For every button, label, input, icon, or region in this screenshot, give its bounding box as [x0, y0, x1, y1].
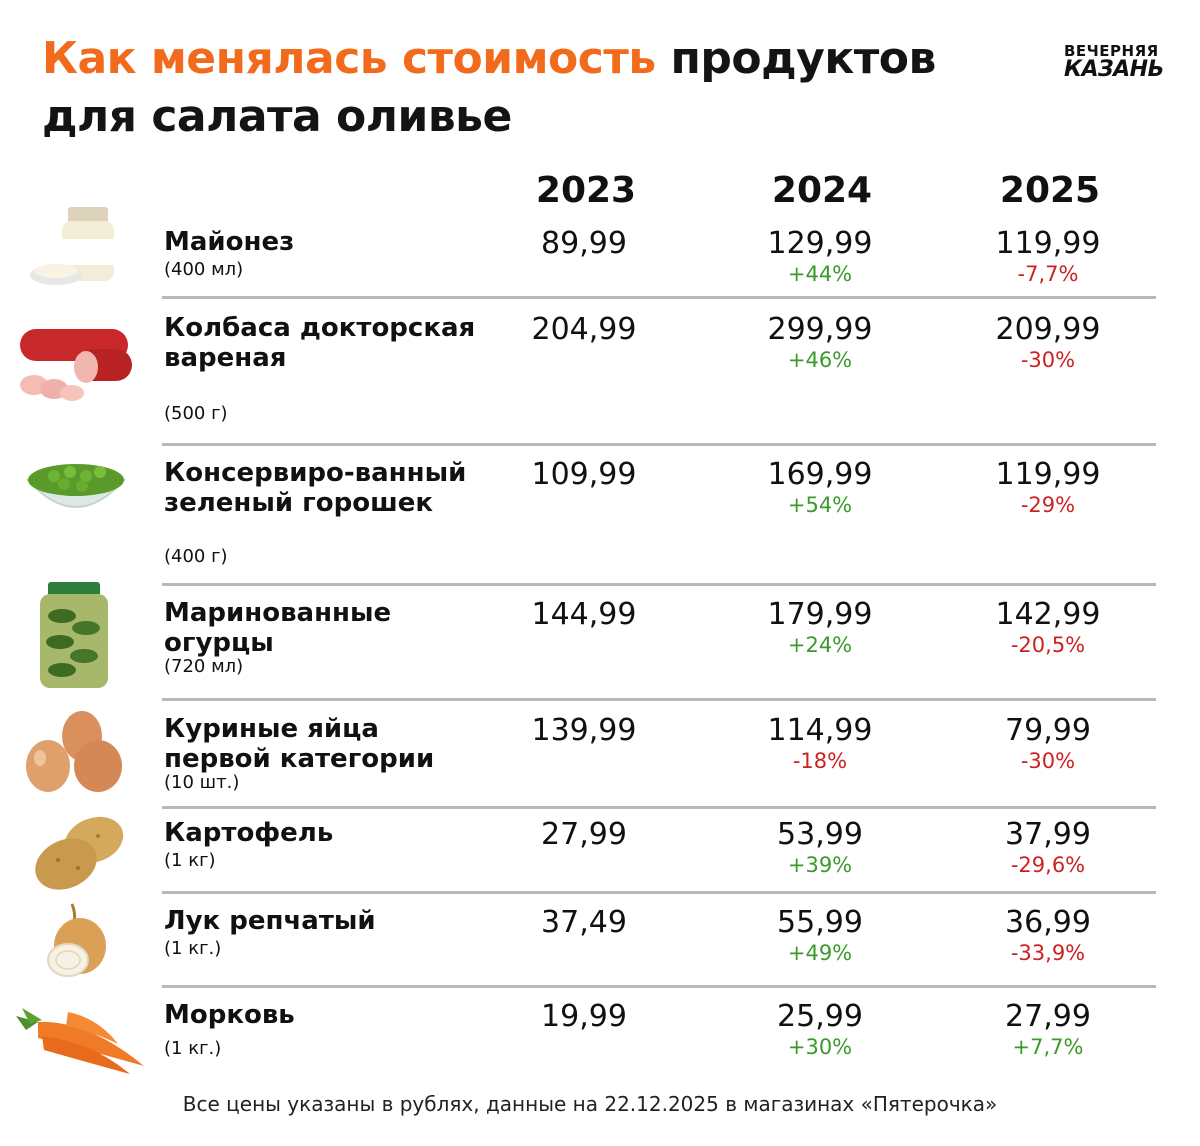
- price-2023: 139,99: [531, 713, 637, 748]
- change-2025: -7,7%: [1017, 262, 1079, 286]
- change-2025: +7,7%: [1012, 1035, 1084, 1059]
- row-divider: [162, 698, 1156, 701]
- product-name: Колбаса докторская вареная: [164, 313, 476, 373]
- row-divider: [162, 296, 1156, 299]
- price-2024: 114,99: [767, 713, 873, 748]
- column-header-2023: 2023: [535, 170, 637, 211]
- change-2024: +46%: [787, 348, 853, 372]
- product-unit: (720 мл): [164, 656, 244, 677]
- product-unit: (10 шт.): [164, 772, 240, 793]
- price-2023: 144,99: [531, 597, 637, 632]
- price-2023: 37,49: [541, 905, 627, 940]
- price-2023: 19,99: [541, 999, 627, 1034]
- product-unit: (400 мл): [164, 259, 244, 280]
- product-unit: (500 г): [164, 403, 228, 424]
- price-2024: 179,99: [767, 597, 873, 632]
- title-accent: Как менялась стоимость: [42, 33, 656, 84]
- product-name: Куриные яйца первой категории: [164, 714, 435, 774]
- price-2024: 169,99: [767, 457, 873, 492]
- change-2025: -30%: [1020, 749, 1076, 773]
- price-2024: 299,99: [767, 312, 873, 347]
- price-2025: 36,99: [1005, 905, 1091, 940]
- price-2025: 37,99: [1005, 817, 1091, 852]
- price-2025: 79,99: [1005, 713, 1091, 748]
- row-divider: [162, 985, 1156, 988]
- logo-line1: ВЕЧЕРНЯЯ: [1064, 42, 1159, 60]
- price-2023: 204,99: [531, 312, 637, 347]
- product-name: Лук репчатый: [164, 906, 376, 936]
- mayonnaise-icon: [30, 207, 114, 285]
- price-2025: 27,99: [1005, 999, 1091, 1034]
- pickles-jar-icon: [40, 582, 108, 688]
- product-unit: (1 кг): [164, 850, 216, 871]
- column-header-2024: 2024: [771, 170, 873, 211]
- column-header-2025: 2025: [999, 170, 1101, 211]
- carrot-icon: [16, 1008, 144, 1074]
- eggs-icon: [26, 711, 122, 792]
- change-2025: -33,9%: [1010, 941, 1086, 965]
- price-2024: 53,99: [777, 817, 863, 852]
- page-title: Как менялась стоимость продуктов для сал…: [42, 30, 1042, 146]
- change-2025: -20,5%: [1010, 633, 1086, 657]
- footer-note: Все цены указаны в рублях, данные на 22.…: [182, 1092, 998, 1116]
- logo-line2: КАЗАНЬ: [1064, 57, 1164, 82]
- price-2024: 25,99: [777, 999, 863, 1034]
- potato-icon: [35, 816, 124, 890]
- change-2024: +30%: [787, 1035, 853, 1059]
- price-2025: 142,99: [995, 597, 1101, 632]
- change-2024: +44%: [787, 262, 853, 286]
- row-divider: [162, 891, 1156, 894]
- product-name: Картофель: [164, 818, 334, 848]
- title-line2: для салата оливье: [42, 91, 512, 142]
- onion-icon: [47, 903, 106, 977]
- change-2025: -30%: [1020, 348, 1076, 372]
- change-2025: -29%: [1020, 493, 1076, 517]
- product-unit: (1 кг.): [164, 1038, 222, 1059]
- change-2024: -18%: [792, 749, 848, 773]
- product-name: Консервиро-ванный зеленый горошек: [164, 458, 467, 518]
- title-rest: продуктов: [670, 33, 937, 84]
- price-2023: 109,99: [531, 457, 637, 492]
- product-name: Маринованные огурцы: [164, 598, 392, 658]
- change-2024: +39%: [787, 853, 853, 877]
- publisher-logo: ВЕЧЕРНЯЯ КАЗАНЬ: [1064, 42, 1174, 84]
- price-2025: 119,99: [995, 226, 1101, 261]
- price-2023: 89,99: [541, 226, 627, 261]
- product-unit: (1 кг.): [164, 938, 222, 959]
- product-unit: (400 г): [164, 546, 228, 567]
- product-name: Майонез: [164, 227, 295, 257]
- row-divider: [162, 583, 1156, 586]
- price-2025: 119,99: [995, 457, 1101, 492]
- peas-icon: [25, 464, 127, 508]
- product-name: Морковь: [164, 1000, 295, 1030]
- price-2024: 129,99: [767, 226, 873, 261]
- row-divider: [162, 443, 1156, 446]
- row-divider: [162, 806, 1156, 809]
- change-2024: +54%: [787, 493, 853, 517]
- change-2025: -29,6%: [1010, 853, 1086, 877]
- price-2024: 55,99: [777, 905, 863, 940]
- change-2024: +24%: [787, 633, 853, 657]
- change-2024: +49%: [787, 941, 853, 965]
- price-2025: 209,99: [995, 312, 1101, 347]
- sausage-icon: [20, 329, 132, 401]
- price-2023: 27,99: [541, 817, 627, 852]
